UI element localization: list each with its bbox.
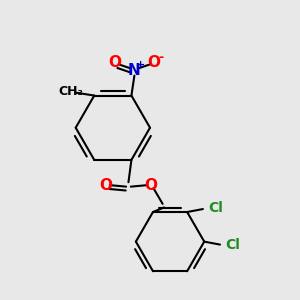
Text: +: + xyxy=(136,60,146,70)
Text: -: - xyxy=(158,51,164,64)
Text: O: O xyxy=(144,178,157,193)
Text: Cl: Cl xyxy=(208,202,224,215)
Text: O: O xyxy=(147,55,160,70)
Text: Cl: Cl xyxy=(226,238,241,252)
Text: N: N xyxy=(128,63,141,78)
Text: O: O xyxy=(100,178,113,193)
Text: CH₃: CH₃ xyxy=(58,85,83,98)
Text: O: O xyxy=(109,55,122,70)
